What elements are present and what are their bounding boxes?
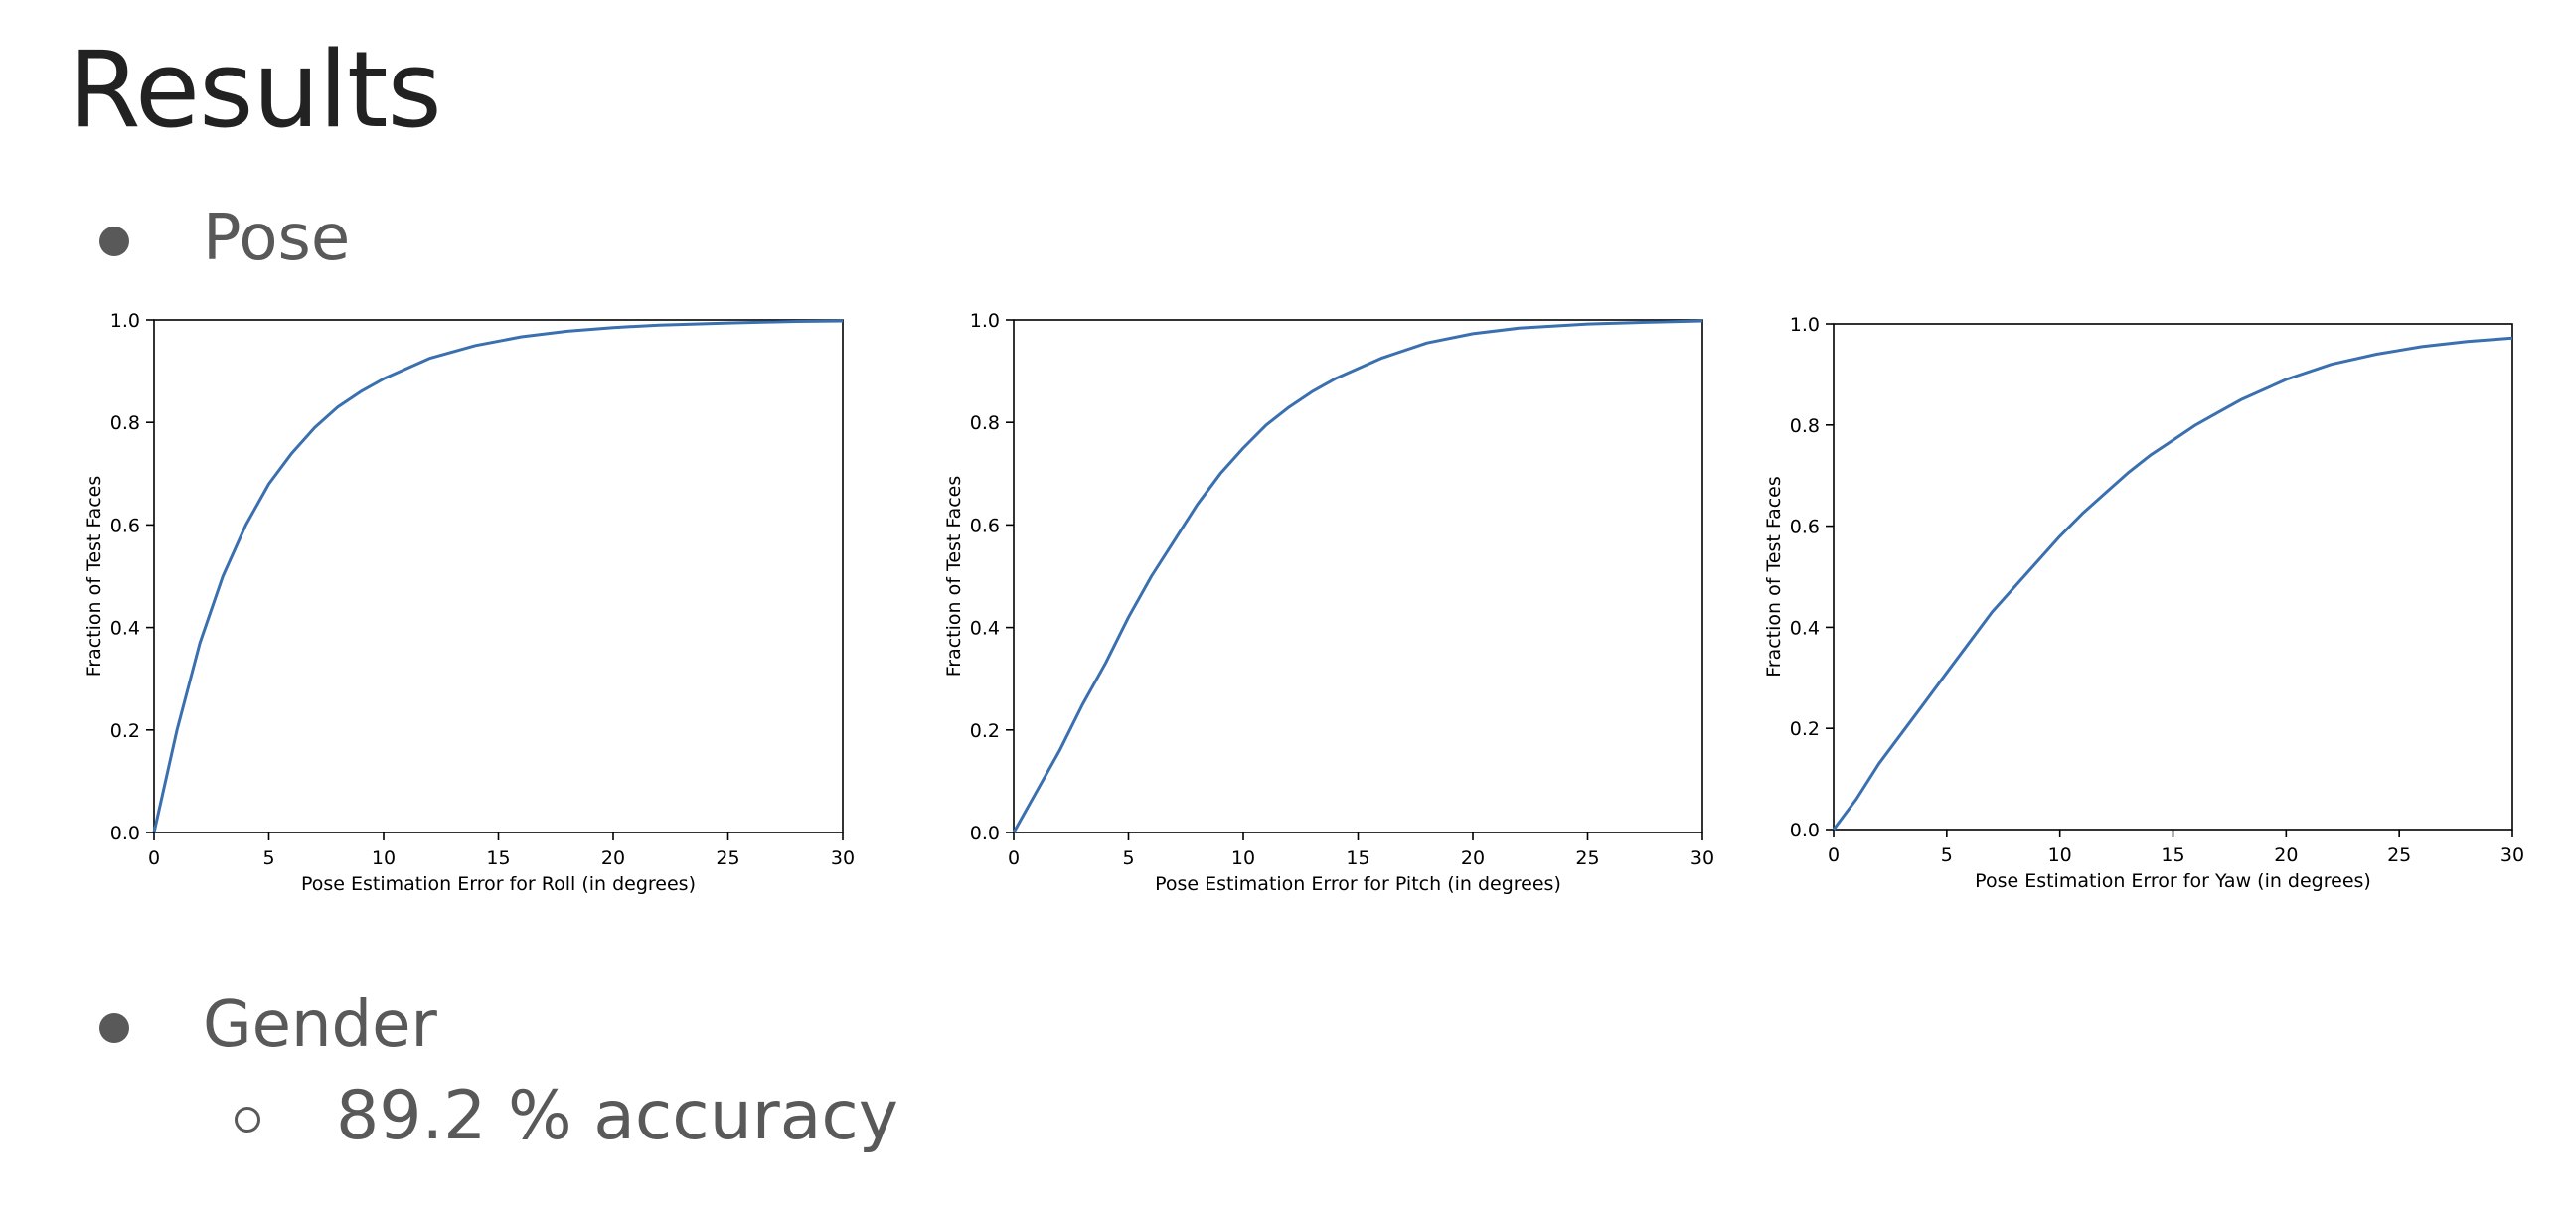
x-tick-label: 15 xyxy=(1346,847,1369,869)
y-tick-label: 0.6 xyxy=(110,515,140,536)
y-tick-label: 0.6 xyxy=(1790,517,1820,538)
x-tick-label: 25 xyxy=(2387,844,2411,866)
y-tick-label: 0.0 xyxy=(110,823,140,844)
x-tick-label: 5 xyxy=(1941,844,1953,866)
y-tick-label: 0.2 xyxy=(970,720,1000,742)
y-tick-label: 0.8 xyxy=(970,412,1000,434)
slide-title: Results xyxy=(68,29,442,151)
cdf-line-1 xyxy=(1012,319,1703,833)
y-tick-label: 1.0 xyxy=(970,310,1000,332)
y-tick-label: 0.4 xyxy=(1790,617,1820,639)
plot-frame-0 xyxy=(153,319,844,833)
y-axis-label: Fraction of Test Faces xyxy=(943,476,965,678)
bullet-dot-pose xyxy=(99,227,129,256)
x-tick-label: 20 xyxy=(2274,844,2298,866)
x-tick-label: 5 xyxy=(262,847,274,869)
x-tick-label: 0 xyxy=(148,847,160,869)
y-tick-label: 0.4 xyxy=(110,618,140,640)
x-tick-label: 0 xyxy=(1008,847,1020,869)
x-tick-label: 20 xyxy=(1461,847,1485,869)
x-axis-label: Pose Estimation Error for Roll (in degre… xyxy=(301,873,696,895)
x-tick-label: 20 xyxy=(601,847,625,869)
bullet-gender-accuracy: 89.2 % accuracy xyxy=(336,1077,899,1155)
x-tick-label: 10 xyxy=(2048,844,2072,866)
x-tick-label: 30 xyxy=(2500,844,2524,866)
x-axis-label: Pose Estimation Error for Pitch (in degr… xyxy=(1155,873,1561,895)
x-tick-label: 30 xyxy=(831,847,855,869)
bullet-gender: Gender xyxy=(203,988,437,1062)
cdf-line-0 xyxy=(152,319,844,833)
y-tick-label: 1.0 xyxy=(1790,314,1820,336)
y-tick-label: 0.4 xyxy=(970,618,1000,640)
x-tick-label: 30 xyxy=(1690,847,1714,869)
bullet-pose: Pose xyxy=(203,202,351,275)
y-tick-label: 0.0 xyxy=(970,823,1000,844)
y-tick-label: 0.6 xyxy=(970,515,1000,536)
pose-charts: 0 5 10 15 20 25 30 0.0 0.2 0.4 0.6 0.8 1.0 Pose Estim… xyxy=(83,310,2524,895)
x-tick-label: 10 xyxy=(1231,847,1255,869)
x-tick-label: 25 xyxy=(1575,847,1599,869)
bullet-dot-gender xyxy=(99,1013,129,1043)
plot-frame-2 xyxy=(1833,323,2513,831)
x-tick-label: 25 xyxy=(716,847,739,869)
x-tick-label: 15 xyxy=(2161,844,2184,866)
y-tick-label: 0.2 xyxy=(110,720,140,742)
y-axis-label: Fraction of Test Faces xyxy=(1763,476,1785,678)
sub-bullet-ring xyxy=(235,1107,260,1133)
y-tick-label: 0.8 xyxy=(1790,415,1820,437)
y-tick-label: 0.8 xyxy=(110,412,140,434)
x-tick-label: 0 xyxy=(1828,844,1840,866)
plot-frame-1 xyxy=(1013,319,1703,833)
x-tick-label: 15 xyxy=(486,847,510,869)
y-tick-label: 0.2 xyxy=(1790,718,1820,740)
x-tick-label: 5 xyxy=(1122,847,1134,869)
y-tick-label: 1.0 xyxy=(110,310,140,332)
y-tick-label: 0.0 xyxy=(1790,820,1820,841)
x-axis-label: Pose Estimation Error for Yaw (in degree… xyxy=(1975,870,2371,892)
x-tick-label: 10 xyxy=(372,847,396,869)
y-axis-label: Fraction of Test Faces xyxy=(83,476,105,678)
cdf-line-2 xyxy=(1832,336,2513,831)
